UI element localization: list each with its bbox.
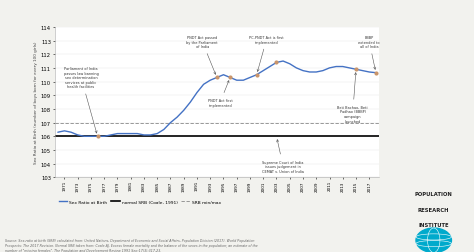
Circle shape <box>416 228 451 252</box>
Text: BBBP
extended to
all of India: BBBP extended to all of India <box>358 36 380 70</box>
Text: RESEARCH: RESEARCH <box>418 207 449 212</box>
Text: Beti Bachao, Beti
Padhao (BBBP)
campaign
launched: Beti Bachao, Beti Padhao (BBBP) campaign… <box>337 73 368 123</box>
Text: PC-PNDT Act is first
implemented: PC-PNDT Act is first implemented <box>249 36 284 72</box>
Y-axis label: Sex Ratio at Birth (number of boys born for every 100 girls): Sex Ratio at Birth (number of boys born … <box>34 42 38 164</box>
Text: Supreme Court of India
issues judgement in
CEMAT v. Union of India: Supreme Court of India issues judgement … <box>262 140 304 173</box>
Text: Parliament of India
passes law banning
sex determination
services at public
heal: Parliament of India passes law banning s… <box>64 67 99 134</box>
Text: PNDT Act passed
by the Parliament
of India: PNDT Act passed by the Parliament of Ind… <box>186 36 218 75</box>
Text: PNDT Act first
implemented: PNDT Act first implemented <box>208 81 233 107</box>
Text: POPULATION: POPULATION <box>415 192 453 197</box>
Legend: Sex Ratio at Birth, normal SRB (Coale, 1991), SRB min/max: Sex Ratio at Birth, normal SRB (Coale, 1… <box>57 198 222 206</box>
Text: INSTITUTE: INSTITUTE <box>419 223 449 228</box>
Text: Source: Sex-ratio at birth (SRB) calculated from: United Nations, Department of : Source: Sex-ratio at birth (SRB) calcula… <box>5 238 257 252</box>
